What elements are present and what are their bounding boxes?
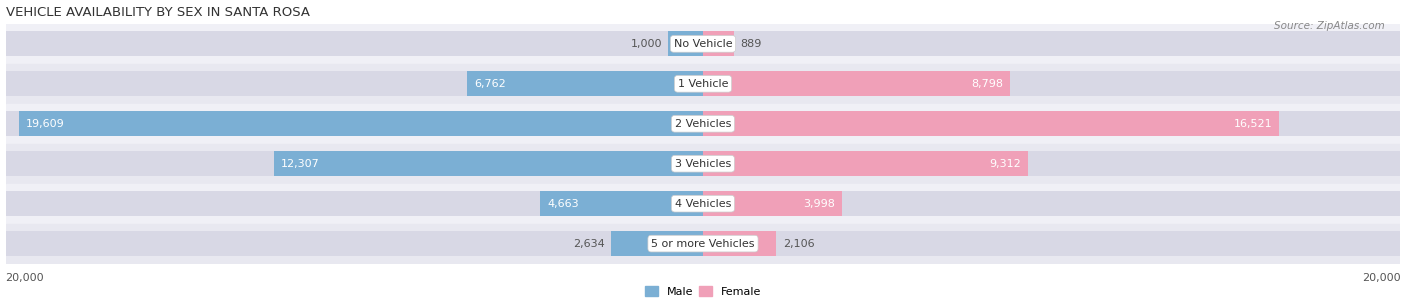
Text: 9,312: 9,312 bbox=[988, 159, 1021, 169]
Text: 3,998: 3,998 bbox=[804, 199, 835, 209]
Text: 4 Vehicles: 4 Vehicles bbox=[675, 199, 731, 209]
Text: No Vehicle: No Vehicle bbox=[673, 39, 733, 49]
Text: 2 Vehicles: 2 Vehicles bbox=[675, 119, 731, 129]
Bar bbox=[6, 151, 703, 176]
Text: 4,663: 4,663 bbox=[547, 199, 579, 209]
Text: 2,634: 2,634 bbox=[574, 239, 605, 248]
Bar bbox=[703, 32, 1400, 56]
Text: 12,307: 12,307 bbox=[281, 159, 319, 169]
Bar bbox=[703, 231, 1400, 256]
Bar bbox=[703, 151, 1400, 176]
Bar bbox=[6, 231, 703, 256]
Text: Source: ZipAtlas.com: Source: ZipAtlas.com bbox=[1274, 21, 1385, 32]
Text: 8,798: 8,798 bbox=[970, 79, 1002, 89]
Bar bbox=[703, 231, 776, 256]
Bar bbox=[703, 32, 734, 56]
Text: 19,609: 19,609 bbox=[27, 119, 65, 129]
Bar bbox=[6, 144, 1400, 184]
Text: 20,000: 20,000 bbox=[6, 273, 44, 283]
Text: 1,000: 1,000 bbox=[630, 39, 662, 49]
Bar bbox=[6, 32, 703, 56]
Text: 16,521: 16,521 bbox=[1233, 119, 1272, 129]
Bar bbox=[6, 224, 1400, 263]
Bar bbox=[6, 191, 703, 216]
Text: 1 Vehicle: 1 Vehicle bbox=[678, 79, 728, 89]
Bar bbox=[20, 111, 703, 136]
Bar bbox=[6, 184, 1400, 224]
Bar bbox=[6, 64, 1400, 104]
Bar bbox=[668, 32, 703, 56]
Bar bbox=[703, 111, 1400, 136]
Bar bbox=[612, 231, 703, 256]
Bar bbox=[6, 111, 703, 136]
Bar bbox=[6, 104, 1400, 144]
Text: 3 Vehicles: 3 Vehicles bbox=[675, 159, 731, 169]
Text: 20,000: 20,000 bbox=[1362, 273, 1400, 283]
Bar bbox=[703, 71, 1010, 96]
Text: 5 or more Vehicles: 5 or more Vehicles bbox=[651, 239, 755, 248]
Bar bbox=[467, 71, 703, 96]
Bar bbox=[6, 24, 1400, 64]
Text: VEHICLE AVAILABILITY BY SEX IN SANTA ROSA: VEHICLE AVAILABILITY BY SEX IN SANTA ROS… bbox=[6, 6, 309, 19]
Text: 6,762: 6,762 bbox=[474, 79, 506, 89]
Text: 2,106: 2,106 bbox=[783, 239, 814, 248]
Bar bbox=[274, 151, 703, 176]
Bar bbox=[6, 71, 703, 96]
Bar bbox=[703, 151, 1028, 176]
Legend: Male, Female: Male, Female bbox=[640, 282, 766, 301]
Text: 889: 889 bbox=[741, 39, 762, 49]
Bar bbox=[540, 191, 703, 216]
Bar bbox=[703, 191, 842, 216]
Bar bbox=[703, 71, 1400, 96]
Bar bbox=[703, 191, 1400, 216]
Bar bbox=[703, 111, 1279, 136]
